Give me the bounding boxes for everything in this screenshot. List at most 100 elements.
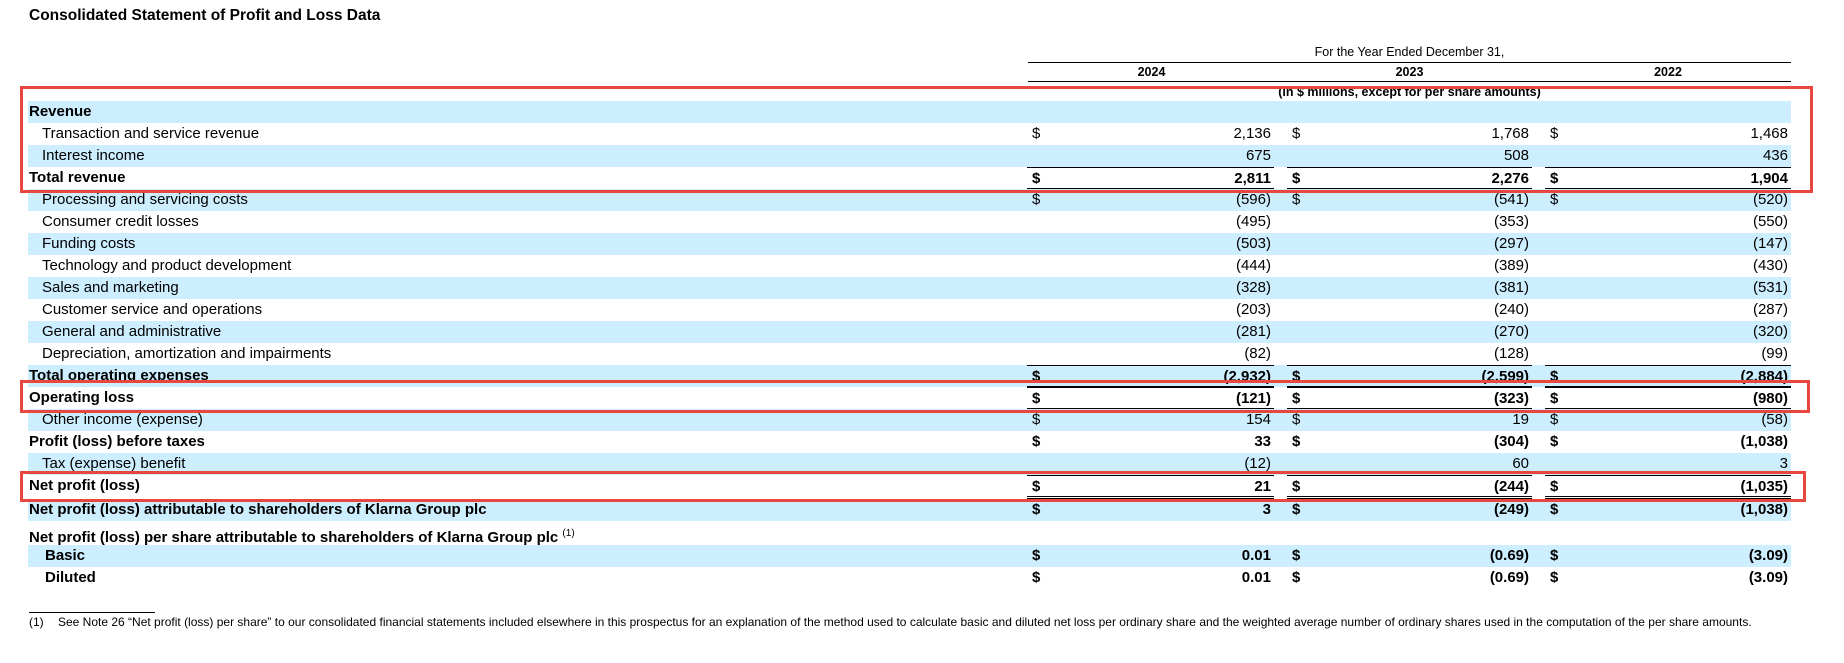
value-2023: (244) xyxy=(1493,478,1529,495)
value-cell-2024: $0.01 xyxy=(1027,567,1274,589)
currency-symbol: $ xyxy=(1550,125,1559,142)
value-cell-2023: $1,768 xyxy=(1287,123,1532,145)
currency-symbol: $ xyxy=(1550,170,1559,187)
currency-symbol: $ xyxy=(1032,390,1041,407)
row-label: Net profit (loss) per share attributable… xyxy=(29,523,575,549)
currency-symbol: $ xyxy=(1292,547,1301,564)
value-cell-2022: (430) xyxy=(1545,255,1791,277)
currency-symbol: $ xyxy=(1032,191,1041,208)
value-2022: (1,038) xyxy=(1740,501,1788,518)
table-row: Other income (expense) $154 $19 $ (58) xyxy=(28,409,1791,431)
row-label-text: Net profit (loss) xyxy=(29,477,140,494)
table-row: Total revenue $2,811 $2,276 $1,904 xyxy=(28,167,1791,189)
value-2022: (980) xyxy=(1752,390,1788,407)
row-label: Funding costs xyxy=(42,233,135,255)
footnote-divider xyxy=(29,612,155,613)
footnote-marker: (1) xyxy=(29,615,44,629)
row-label-text: Interest income xyxy=(42,147,145,164)
row-label: Technology and product development xyxy=(42,255,291,277)
year-header-2022: 2022 xyxy=(1654,65,1682,79)
value-cell-2023: $2,276 xyxy=(1287,167,1532,189)
row-label: Operating loss xyxy=(29,387,134,409)
table-row: Net profit (loss) $21 $ (244) $ (1,035) xyxy=(28,475,1791,499)
row-label: Transaction and service revenue xyxy=(42,123,259,145)
currency-symbol: $ xyxy=(1292,368,1301,385)
row-label: Customer service and operations xyxy=(42,299,262,321)
row-label: Basic xyxy=(45,545,85,567)
value-cell-2024: $33 xyxy=(1027,431,1274,453)
table-row: Net profit (loss) per share attributable… xyxy=(28,523,1791,546)
currency-symbol: $ xyxy=(1292,191,1301,208)
period-header: For the Year Ended December 31, xyxy=(1314,45,1505,59)
value-2024: 0.01 xyxy=(1241,569,1271,586)
value-cell-2024: $21 xyxy=(1027,475,1274,499)
row-label-text: Depreciation, amortization and impairmen… xyxy=(42,345,332,362)
value-2023: (2,599) xyxy=(1481,368,1529,385)
row-label: Consumer credit losses xyxy=(42,211,199,233)
table-row: Operating loss $ (121) $ (323) $ (980) xyxy=(28,387,1791,409)
value-2023: (270) xyxy=(1493,323,1529,340)
currency-symbol: $ xyxy=(1032,125,1041,142)
value-2024: (12) xyxy=(1244,455,1271,472)
row-label-text: Net profit (loss) attributable to shareh… xyxy=(29,501,487,518)
value-2024: (2,932) xyxy=(1223,368,1271,385)
value-cell-2023: (389) xyxy=(1287,255,1532,277)
row-label-text: Profit (loss) before taxes xyxy=(29,433,205,450)
value-cell-2023: (353) xyxy=(1287,211,1532,233)
table-row: Diluted $0.01 $ (0.69) $ (3.09) xyxy=(28,567,1791,589)
value-cell-2022: (320) xyxy=(1545,321,1791,343)
currency-symbol: $ xyxy=(1032,547,1041,564)
value-cell-2022: $1,468 xyxy=(1545,123,1791,145)
value-2023: (304) xyxy=(1493,433,1529,450)
value-2023: (381) xyxy=(1493,279,1529,296)
value-2023: 19 xyxy=(1512,411,1529,428)
year-header-2023: 2023 xyxy=(1395,65,1424,79)
value-cell-2023: $19 xyxy=(1287,409,1532,431)
value-2022: (531) xyxy=(1752,279,1788,296)
table-row: Customer service and operations (203) (240… xyxy=(28,299,1791,321)
row-label-text: Transaction and service revenue xyxy=(42,125,260,142)
row-label: Diluted xyxy=(45,567,96,589)
value-2023: (297) xyxy=(1493,235,1529,252)
header-rule-bottom xyxy=(1028,81,1791,82)
value-2024: (328) xyxy=(1235,279,1271,296)
table-row: Profit (loss) before taxes $33 $ (304) $ (1,0… xyxy=(28,431,1791,453)
value-2024: (203) xyxy=(1235,301,1271,318)
value-cell-2024 xyxy=(1027,101,1274,123)
table-row: Interest income 675 508 436 xyxy=(28,145,1791,167)
value-2024: 3 xyxy=(1262,501,1271,518)
value-2023: 508 xyxy=(1503,147,1529,164)
value-2024: (495) xyxy=(1235,213,1271,230)
currency-symbol: $ xyxy=(1032,569,1041,586)
row-label: Sales and marketing xyxy=(42,277,179,299)
row-label-text: Customer service and operations xyxy=(42,301,263,318)
currency-symbol: $ xyxy=(1292,433,1301,450)
currency-symbol: $ xyxy=(1032,433,1041,450)
value-cell-2023: (297) xyxy=(1287,233,1532,255)
value-2024: (281) xyxy=(1235,323,1271,340)
table-row: Transaction and service revenue $2,136 $1,… xyxy=(28,123,1791,145)
row-label-text: Total revenue xyxy=(29,169,126,186)
table-row: Total operating expenses $ (2,932) $ (2,599)… xyxy=(28,365,1791,387)
value-cell-2022: (99) xyxy=(1545,343,1791,365)
value-2023: (323) xyxy=(1493,390,1529,407)
table-row: General and administrative (281) (270) (320… xyxy=(28,321,1791,343)
currency-symbol: $ xyxy=(1032,170,1041,187)
value-cell-2022: (531) xyxy=(1545,277,1791,299)
value-cell-2024: $2,136 xyxy=(1027,123,1274,145)
table-row: Funding costs (503) (297) (147) xyxy=(28,233,1791,255)
year-header-2024: 2024 xyxy=(1137,65,1166,79)
value-2023: 60 xyxy=(1512,455,1529,472)
value-2024: 33 xyxy=(1254,433,1271,450)
table-row: Processing and servicing costs $ (596) $ (54… xyxy=(28,189,1791,211)
value-cell-2024: $0.01 xyxy=(1027,545,1274,567)
value-2022: (430) xyxy=(1752,257,1788,274)
table-row: Technology and product development (444) (… xyxy=(28,255,1791,277)
row-label-text: Other income (expense) xyxy=(42,411,203,428)
value-cell-2023: 60 xyxy=(1287,453,1532,475)
value-2022: (147) xyxy=(1752,235,1788,252)
value-cell-2022 xyxy=(1545,523,1791,545)
row-label-text: Tax (expense) benefit xyxy=(42,455,186,472)
currency-symbol: $ xyxy=(1292,411,1301,428)
value-cell-2023: $ (244) xyxy=(1287,475,1532,499)
